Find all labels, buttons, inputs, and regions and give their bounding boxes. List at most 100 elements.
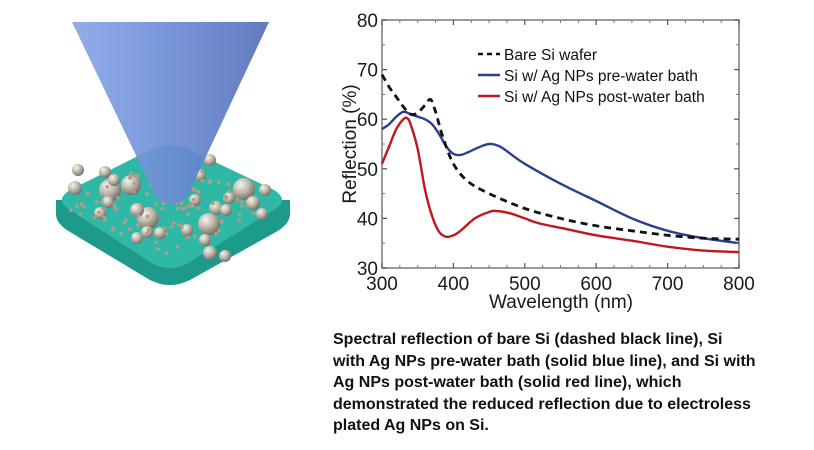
small-nanoparticle: [175, 245, 180, 249]
silver-nanoparticle: [246, 196, 260, 210]
small-nanoparticle: [113, 206, 118, 210]
series-line-bare-si: [380, 73, 740, 241]
x-tick-label: 400: [438, 274, 470, 295]
small-nanoparticle: [185, 235, 190, 240]
y-tick-label: 80: [357, 11, 378, 32]
x-tick-label: 600: [580, 274, 612, 295]
small-nanoparticle: [85, 192, 90, 196]
small-nanoparticle: [181, 207, 185, 211]
small-nanoparticle: [219, 219, 224, 224]
silver-nanoparticle: [99, 166, 111, 178]
silver-nanoparticle: [233, 178, 255, 200]
small-nanoparticle: [146, 228, 151, 232]
x-axis-label: Wavelength (nm): [489, 292, 633, 313]
small-nanoparticle: [154, 240, 158, 245]
small-nanoparticle: [237, 212, 242, 217]
legend-label-pre-water: Si w/ Ag NPs pre-water bath: [504, 68, 698, 85]
reflection-chart: 300 400 500 600 700 800 30 40 50 60 70 80 Wavelengt…: [300, 0, 814, 320]
small-nanoparticle: [235, 197, 239, 202]
small-nanoparticle: [216, 180, 221, 185]
small-nanoparticle: [78, 212, 83, 216]
series-layer: [380, 73, 740, 254]
small-nanoparticle: [171, 221, 176, 225]
small-nanoparticle: [136, 174, 140, 178]
small-nanoparticle: [69, 208, 73, 212]
small-nanoparticle: [186, 212, 190, 217]
small-nanoparticle: [160, 206, 165, 211]
small-nanoparticle: [129, 174, 133, 178]
figure-caption: Spectral reflection of bare Si (dashed b…: [333, 329, 808, 437]
small-nanoparticle: [252, 211, 257, 216]
small-nanoparticle: [240, 200, 244, 204]
small-nanoparticle: [226, 182, 231, 186]
small-nanoparticle: [94, 200, 99, 204]
small-nanoparticle: [97, 210, 101, 215]
silver-nanoparticle: [102, 196, 114, 208]
small-nanoparticle: [105, 185, 109, 189]
small-nanoparticle: [75, 204, 79, 209]
small-nanoparticle: [184, 205, 188, 210]
small-nanoparticle: [102, 207, 106, 211]
silver-nanoparticle: [72, 164, 84, 176]
silver-nanoparticle: [131, 232, 143, 244]
y-tick-label: 60: [357, 110, 378, 131]
y-axis-label: Reflection (%): [340, 84, 361, 203]
chart-svg: 300 400 500 600 700 800 30 40 50 60 70 80 Wavelengt…: [340, 11, 755, 313]
small-nanoparticle: [197, 190, 201, 194]
x-tick-label: 500: [509, 274, 541, 295]
small-nanoparticle: [200, 169, 205, 174]
silver-nanoparticle: [259, 184, 271, 196]
small-nanoparticle: [164, 251, 169, 256]
silver-nanoparticle: [130, 203, 144, 217]
caption-line: plated Ag NPs on Si.: [333, 417, 489, 434]
small-nanoparticle: [237, 218, 242, 223]
small-nanoparticle: [180, 224, 184, 228]
small-nanoparticle: [145, 214, 150, 219]
small-nanoparticle: [145, 231, 149, 236]
small-nanoparticle: [200, 178, 205, 183]
small-nanoparticle: [156, 247, 160, 251]
light-cone: [72, 22, 269, 205]
y-tick-label: 50: [357, 160, 378, 181]
small-nanoparticle: [103, 218, 107, 222]
small-nanoparticle: [227, 189, 231, 193]
small-nanoparticle: [79, 202, 84, 206]
small-nanoparticle: [162, 226, 167, 230]
small-nanoparticle: [232, 190, 236, 194]
small-nanoparticle: [145, 192, 149, 196]
silver-nanoparticle: [198, 213, 220, 235]
small-nanoparticle: [164, 231, 169, 236]
silver-nanoparticle: [68, 181, 82, 195]
silver-nanoparticle: [203, 246, 217, 260]
legend-label-bare-si: Bare Si wafer: [504, 47, 597, 64]
small-nanoparticle: [136, 214, 141, 218]
legend-label-post-water: Si w/ Ag NPs post-water bath: [504, 89, 705, 106]
small-nanoparticle: [208, 179, 212, 183]
ticks-layer: 300 400 500 600 700 800 30 40 50 60 70 80: [357, 11, 755, 295]
nanoparticle-illustration: [0, 0, 320, 320]
illustration-svg: [56, 22, 290, 285]
x-tick-label: 800: [723, 274, 755, 295]
silver-nanoparticle: [204, 154, 216, 166]
small-nanoparticle: [190, 203, 195, 208]
nanoparticles: [68, 154, 271, 262]
silver-nanoparticle: [220, 204, 232, 216]
small-nanoparticle: [153, 202, 158, 207]
small-nanoparticle: [116, 196, 120, 200]
caption-line: with Ag NPs pre-water bath (solid blue l…: [333, 352, 756, 370]
y-tick-label: 30: [357, 259, 378, 280]
x-tick-label: 300: [366, 274, 398, 295]
y-tick-label: 70: [357, 61, 378, 82]
caption-line: Ag NPs post-water bath (solid red line),…: [333, 374, 682, 391]
caption-line: demonstrated the reduced reflection due …: [333, 395, 751, 413]
small-nanoparticle: [244, 203, 249, 208]
small-nanoparticle: [119, 232, 123, 236]
small-nanoparticle: [102, 215, 106, 219]
small-nanoparticle: [92, 215, 96, 220]
silver-nanoparticle: [154, 227, 166, 239]
silver-nanoparticle: [199, 234, 211, 246]
small-nanoparticle: [129, 171, 133, 175]
small-nanoparticle: [169, 225, 173, 229]
silver-nanoparticle: [108, 174, 120, 186]
x-tick-label: 700: [652, 274, 684, 295]
